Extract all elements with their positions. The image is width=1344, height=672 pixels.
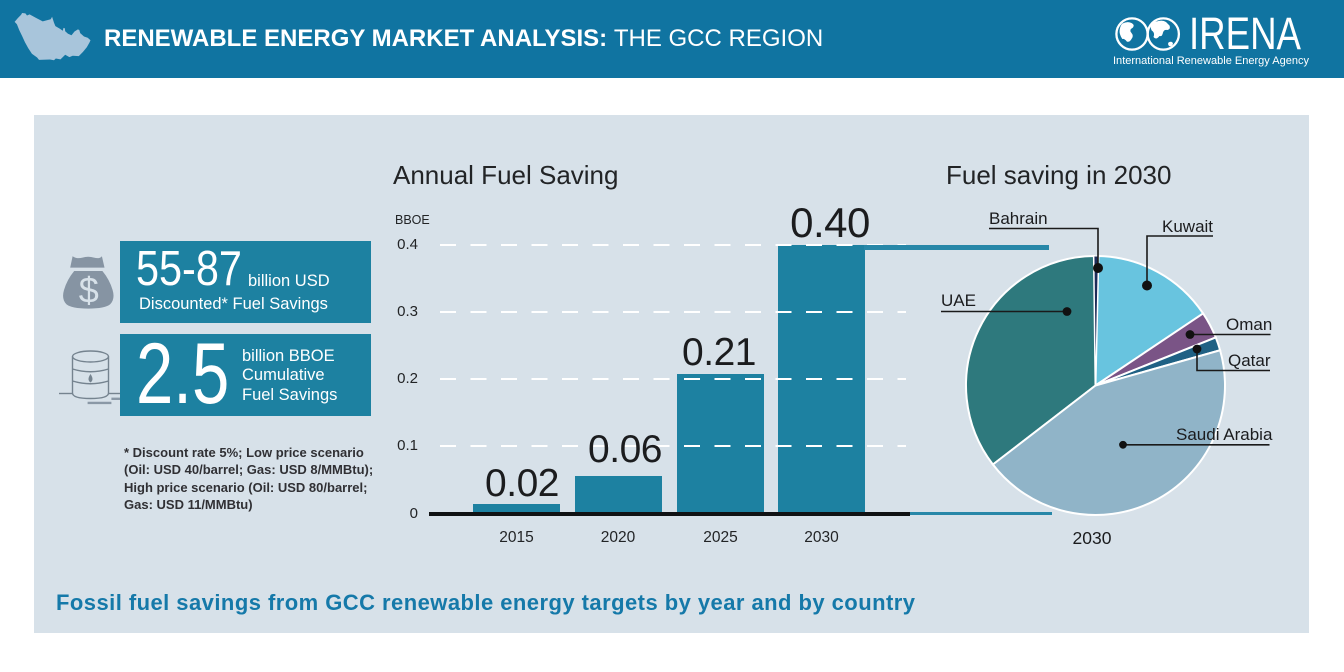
svg-text:International Renewable Energy: International Renewable Energy Agency (1113, 55, 1309, 67)
svg-text:IRENA: IRENA (1189, 12, 1301, 59)
svg-text:$: $ (79, 270, 99, 311)
